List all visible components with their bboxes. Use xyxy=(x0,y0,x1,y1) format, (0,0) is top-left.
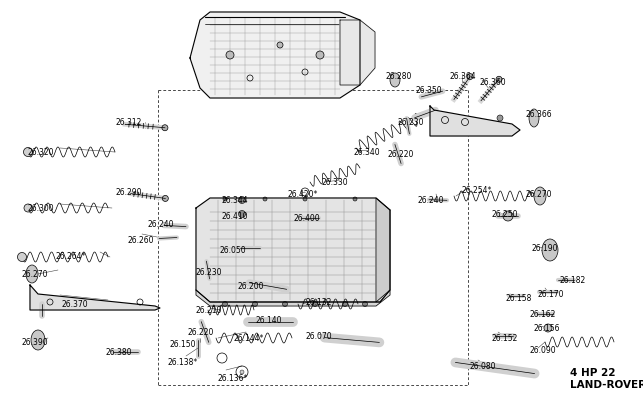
Text: 26.360: 26.360 xyxy=(480,78,507,87)
Text: 26.312: 26.312 xyxy=(115,118,141,127)
Text: 26.270: 26.270 xyxy=(22,270,48,279)
Text: 26.190: 26.190 xyxy=(532,244,559,253)
Text: 26.080: 26.080 xyxy=(470,362,496,371)
Circle shape xyxy=(263,197,267,201)
Circle shape xyxy=(503,211,513,221)
Text: 26.050: 26.050 xyxy=(220,246,247,255)
Polygon shape xyxy=(30,285,160,310)
Text: 26.344: 26.344 xyxy=(222,196,249,205)
Text: 26.366: 26.366 xyxy=(526,110,552,119)
Circle shape xyxy=(544,324,552,332)
Text: 26.250: 26.250 xyxy=(492,210,518,219)
Circle shape xyxy=(353,197,357,201)
Text: 26.254*: 26.254* xyxy=(462,186,493,195)
Text: 26.330: 26.330 xyxy=(322,178,349,187)
Circle shape xyxy=(496,76,502,82)
Text: 26.136*: 26.136* xyxy=(218,374,248,383)
Text: 26.230: 26.230 xyxy=(196,268,222,277)
Text: 26.182: 26.182 xyxy=(560,276,586,285)
Text: 26.070: 26.070 xyxy=(306,332,332,341)
Circle shape xyxy=(282,302,287,306)
Circle shape xyxy=(239,210,246,218)
Circle shape xyxy=(363,302,368,306)
Text: 26.230: 26.230 xyxy=(398,118,424,127)
Circle shape xyxy=(223,197,227,201)
Polygon shape xyxy=(376,198,390,302)
Text: 26.158: 26.158 xyxy=(505,294,531,303)
Text: 26.200: 26.200 xyxy=(238,282,264,291)
Text: LAND-ROVER: LAND-ROVER xyxy=(570,380,643,390)
Ellipse shape xyxy=(240,370,244,374)
Polygon shape xyxy=(340,20,375,85)
Circle shape xyxy=(343,302,347,306)
Ellipse shape xyxy=(31,330,45,350)
Circle shape xyxy=(239,196,246,204)
Text: 26.420*: 26.420* xyxy=(288,190,318,199)
Circle shape xyxy=(253,302,257,306)
Circle shape xyxy=(467,74,473,80)
Ellipse shape xyxy=(542,239,558,261)
Text: 26.132: 26.132 xyxy=(306,298,332,307)
Text: 26.350: 26.350 xyxy=(416,86,442,95)
Circle shape xyxy=(226,51,234,59)
Text: 26.380: 26.380 xyxy=(105,348,132,357)
Text: 26.152: 26.152 xyxy=(492,334,518,343)
Circle shape xyxy=(17,252,26,262)
Text: 26.400: 26.400 xyxy=(294,214,321,223)
Text: 26.264*: 26.264* xyxy=(55,252,86,261)
Polygon shape xyxy=(190,12,360,98)
Circle shape xyxy=(277,42,283,48)
Text: 26.270: 26.270 xyxy=(526,190,552,199)
Text: 26.240: 26.240 xyxy=(148,220,174,229)
Text: 26.162: 26.162 xyxy=(530,310,556,319)
Text: 26.320: 26.320 xyxy=(28,148,55,157)
Circle shape xyxy=(303,197,307,201)
Text: 26.300: 26.300 xyxy=(28,204,55,213)
Text: 26.170: 26.170 xyxy=(538,290,565,299)
Ellipse shape xyxy=(26,265,38,283)
Text: 26.290: 26.290 xyxy=(115,188,141,197)
Polygon shape xyxy=(196,290,390,306)
Ellipse shape xyxy=(390,73,400,87)
Ellipse shape xyxy=(529,109,539,127)
Text: 26.364: 26.364 xyxy=(450,72,476,81)
Text: 26.240: 26.240 xyxy=(418,196,444,205)
Circle shape xyxy=(316,51,324,59)
Text: 26.138*: 26.138* xyxy=(168,358,198,367)
Text: 26.210: 26.210 xyxy=(196,306,222,315)
Text: 26.090: 26.090 xyxy=(530,346,557,355)
Text: 26.144*: 26.144* xyxy=(234,334,264,343)
Text: 26.150: 26.150 xyxy=(170,340,197,349)
Circle shape xyxy=(24,148,33,156)
Text: 26.410: 26.410 xyxy=(222,212,248,221)
Circle shape xyxy=(162,196,168,202)
Polygon shape xyxy=(196,198,390,302)
Text: 26.280: 26.280 xyxy=(385,72,412,81)
Text: 26.140: 26.140 xyxy=(256,316,282,325)
Ellipse shape xyxy=(534,187,546,205)
Text: 26.260: 26.260 xyxy=(128,236,154,245)
Circle shape xyxy=(312,302,318,306)
Polygon shape xyxy=(430,106,520,136)
Text: 26.220: 26.220 xyxy=(188,328,214,337)
Text: 26.370: 26.370 xyxy=(62,300,89,309)
Circle shape xyxy=(222,302,228,306)
Circle shape xyxy=(24,204,32,212)
Text: 26.220: 26.220 xyxy=(388,150,414,159)
Text: 26.340: 26.340 xyxy=(354,148,381,157)
Text: 4 HP 22: 4 HP 22 xyxy=(570,368,615,378)
Circle shape xyxy=(497,115,503,121)
Text: 26.390: 26.390 xyxy=(22,338,49,347)
Text: 26.156: 26.156 xyxy=(534,324,561,333)
Circle shape xyxy=(162,125,168,131)
